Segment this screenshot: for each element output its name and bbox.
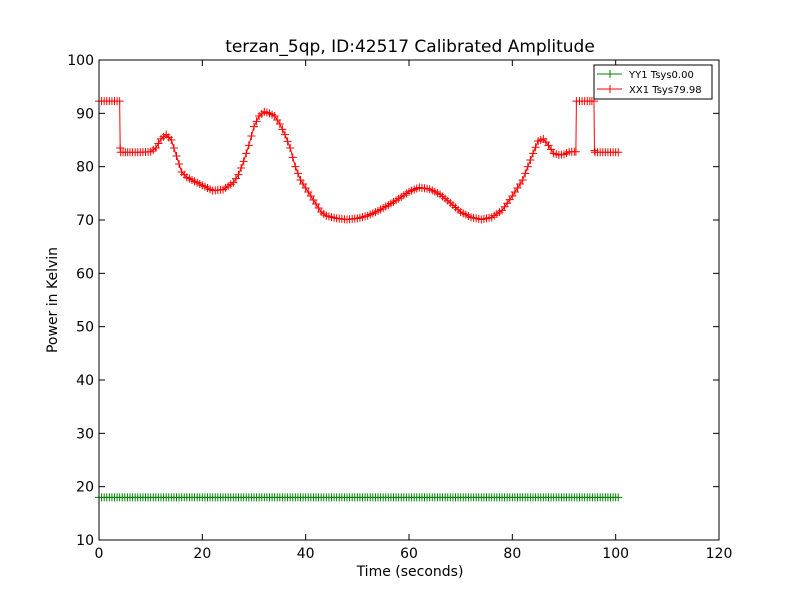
legend-marker — [606, 85, 614, 93]
x-tick-label: 120 — [706, 546, 733, 562]
y-tick-label: 50 — [76, 320, 94, 336]
y-tick-label: 80 — [76, 160, 94, 176]
y-tick-label: 70 — [76, 213, 94, 229]
x-tick-label: 60 — [400, 546, 418, 562]
x-tick-label: 100 — [602, 546, 629, 562]
plot-area — [99, 60, 719, 540]
y-tick-label: 90 — [76, 106, 94, 122]
x-tick-label: 20 — [193, 546, 211, 562]
x-tick-label: 0 — [95, 546, 104, 562]
legend-box — [593, 64, 713, 100]
y-axis-label: Power in Kelvin — [45, 247, 61, 353]
x-axis-label: Time (seconds) — [356, 564, 464, 580]
y-tick-label: 10 — [76, 533, 94, 549]
x-tick-label: 40 — [297, 546, 315, 562]
y-tick-label: 20 — [76, 480, 94, 496]
legend-entry: XX1 Tsys79.98 — [629, 85, 702, 96]
legend: YY1 Tsys0.00 XX1 Tsys79.98 — [593, 64, 713, 100]
x-tick-label: 80 — [503, 546, 521, 562]
y-tick-label: 30 — [76, 426, 94, 442]
y-tick-label: 60 — [76, 266, 94, 282]
ticks-layer: 0 20 40 60 80 100 120 10 20 30 40 50 60 70 80 90 100 — [67, 53, 732, 562]
y-tick-label: 100 — [67, 53, 94, 69]
chart-title: terzan_5qp, ID:42517 Calibrated Amplitud… — [225, 37, 595, 57]
legend-marker — [606, 70, 614, 78]
legend-entry: YY1 Tsys0.00 — [628, 70, 694, 81]
y-tick-label: 40 — [76, 373, 94, 389]
